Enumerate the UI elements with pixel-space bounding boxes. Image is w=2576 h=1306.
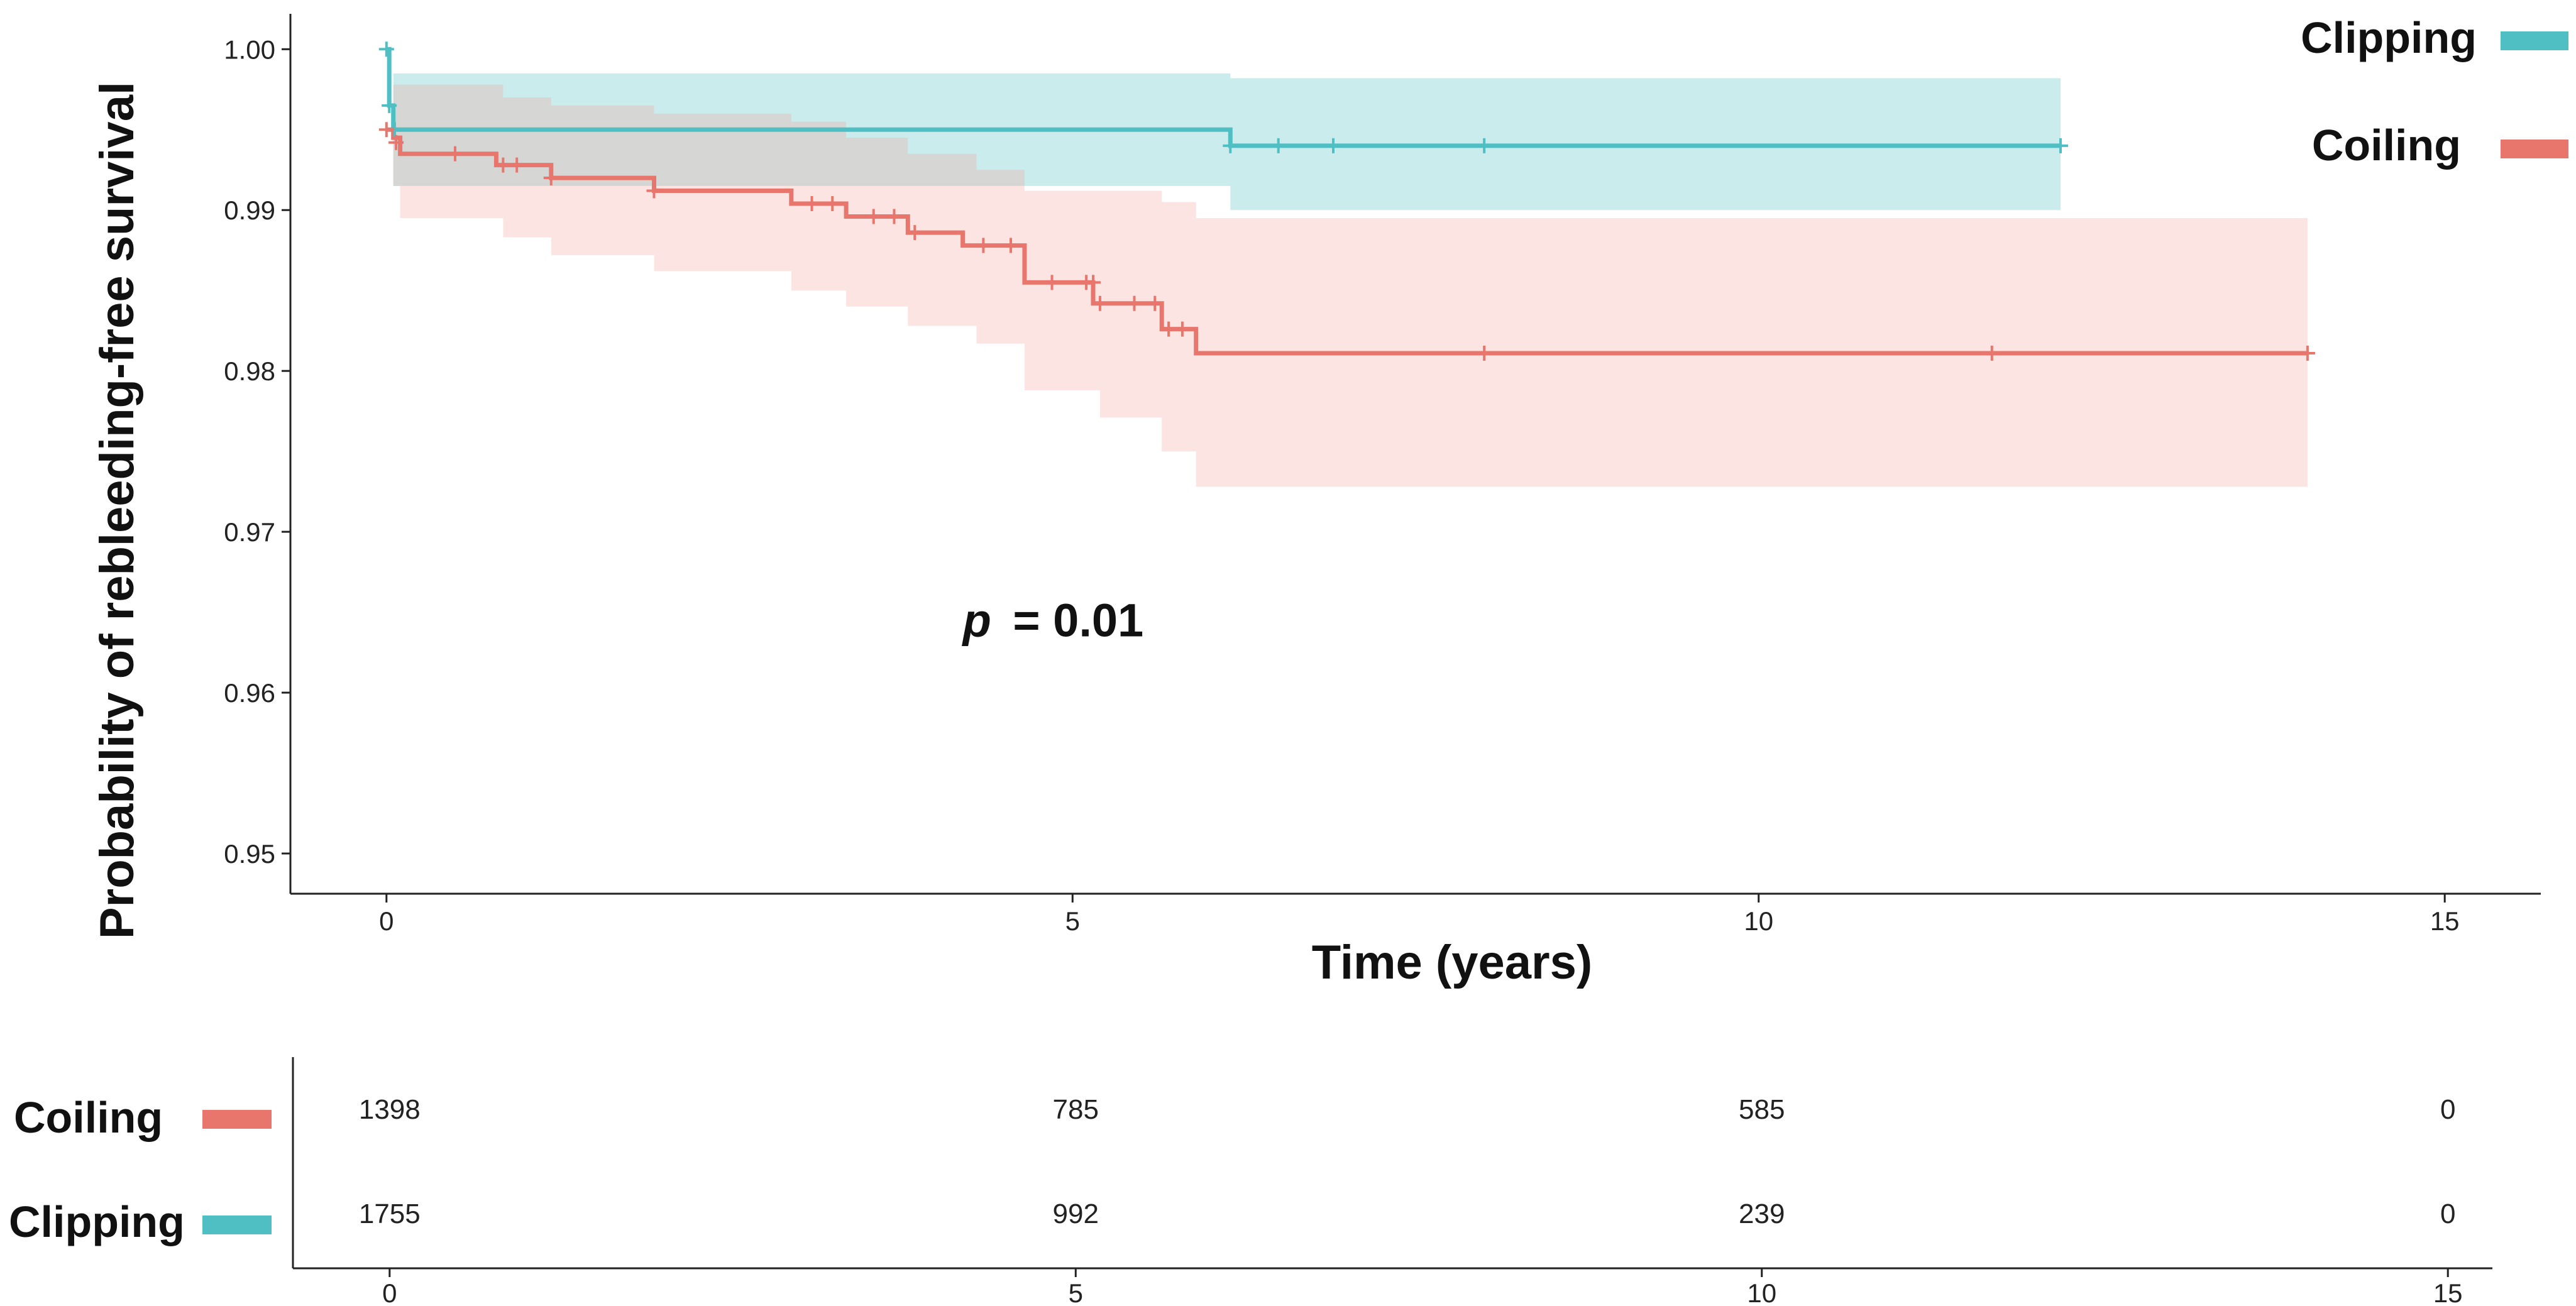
risk-x-tick-label-2: 10	[1747, 1278, 1776, 1306]
risk-count-coiling-1: 785	[1053, 1094, 1099, 1125]
risk-x-tick-label-1: 5	[1069, 1278, 1083, 1306]
censor-clipping-6	[1477, 138, 1492, 153]
censor-coiling-24	[2299, 346, 2315, 361]
x-tick-label-0: 0	[379, 906, 394, 936]
risk-row-key-clipping	[202, 1215, 272, 1234]
censor-coiling-7	[804, 196, 820, 212]
risk-x-axis-ticks: 0 5 10 15	[382, 1268, 2463, 1306]
censor-coiling-17	[1092, 295, 1108, 311]
censor-clipping-7	[2052, 138, 2068, 153]
risk-x-tick-label-0: 0	[382, 1278, 397, 1306]
y-tick-label-5: 1.00	[224, 35, 275, 64]
risk-row-key-coiling	[202, 1110, 272, 1129]
risk-row-label-clipping: Clipping	[9, 1197, 185, 1246]
censor-coiling-6	[646, 183, 662, 199]
risk-count-clipping-1: 992	[1053, 1199, 1099, 1229]
risk-count-coiling-3: 0	[2440, 1094, 2455, 1125]
censor-clipping-3	[1223, 138, 1238, 153]
censor-coiling-22	[1477, 346, 1492, 361]
x-tick-label-3: 15	[2430, 906, 2460, 936]
censor-coiling-9	[866, 209, 881, 224]
risk-counts: 1398 785 585 0 1755 992 239 0	[359, 1094, 2456, 1229]
risk-count-clipping-0: 1755	[359, 1199, 421, 1229]
censor-coiling-2	[447, 146, 463, 162]
x-tick-label-1: 5	[1065, 906, 1080, 936]
y-tick-label-1: 0.96	[224, 678, 275, 708]
censor-clipping-5	[1326, 138, 1341, 153]
x-axis-title: Time (years)	[1312, 936, 1592, 989]
censor-coiling-5	[543, 170, 559, 186]
risk-x-tick-label-3: 15	[2433, 1278, 2463, 1306]
y-tick-label-2: 0.97	[224, 517, 275, 547]
censor-coiling-12	[976, 238, 991, 253]
risk-count-coiling-2: 585	[1739, 1094, 1785, 1125]
censor-coiling-18	[1126, 295, 1142, 311]
risk-count-clipping-2: 239	[1739, 1199, 1785, 1229]
y-tick-label-4: 0.99	[224, 195, 275, 225]
legend-label-clipping: Clipping	[2301, 13, 2477, 62]
x-tick-label-2: 10	[1744, 906, 1773, 936]
censor-coiling-3	[495, 157, 511, 173]
censor-coiling-23	[1984, 346, 2000, 361]
risk-row-label-coiling: Coiling	[14, 1093, 163, 1142]
censor-marks	[378, 41, 2315, 361]
legend-key-coiling	[2501, 140, 2568, 158]
ci-band-coiling	[386, 84, 2308, 487]
censor-coiling-21	[1174, 321, 1190, 337]
p-value-annotation: p = 0.01	[962, 594, 1144, 646]
censor-coiling-8	[825, 196, 840, 212]
legend: Clipping Coiling	[2301, 13, 2568, 170]
censor-clipping-0	[378, 41, 394, 57]
y-axis-title: Probability of rebleeding-free survival	[91, 82, 144, 939]
p-value-symbol: p	[962, 594, 991, 646]
risk-table: Coiling Clipping 1398 785 585 0 1755 992 239 0 …	[9, 1057, 2492, 1306]
censor-coiling-4	[509, 157, 525, 173]
legend-key-clipping	[2501, 31, 2568, 50]
legend-label-coiling: Coiling	[2312, 121, 2461, 170]
y-tick-label-3: 0.98	[224, 356, 275, 386]
censor-coiling-13	[1003, 238, 1019, 253]
x-axis-ticks: 0 5 10 15	[379, 894, 2460, 936]
censor-coiling-10	[886, 209, 902, 224]
censor-coiling-0	[378, 122, 394, 138]
p-value-text: = 0.01	[1013, 594, 1143, 646]
censor-clipping-1	[382, 97, 397, 113]
censor-clipping-4	[1270, 138, 1286, 153]
y-tick-label-0: 0.95	[224, 839, 275, 869]
censor-coiling-19	[1147, 295, 1163, 311]
y-axis-ticks: 0.95 0.96 0.97 0.98 0.99 1.00	[224, 35, 290, 869]
censor-coiling-16	[1086, 275, 1101, 290]
confidence-bands	[386, 49, 2308, 487]
censor-coiling-1	[388, 134, 404, 150]
censor-coiling-11	[907, 225, 923, 241]
censor-coiling-14	[1044, 275, 1060, 290]
risk-count-coiling-0: 1398	[359, 1094, 421, 1125]
risk-count-clipping-3: 0	[2440, 1199, 2455, 1229]
censor-coiling-20	[1161, 321, 1177, 337]
